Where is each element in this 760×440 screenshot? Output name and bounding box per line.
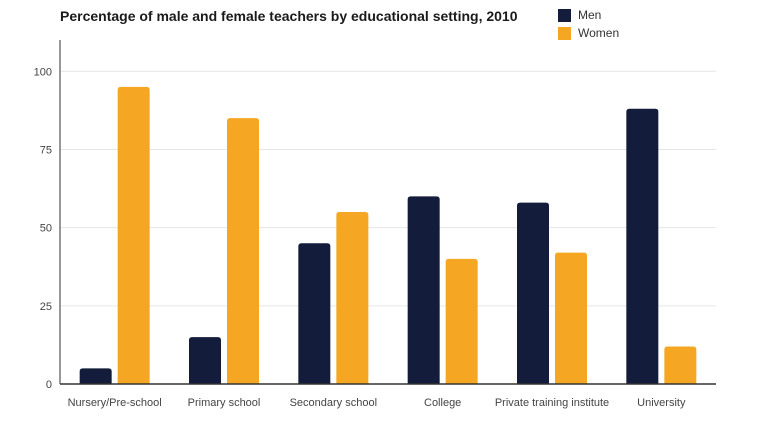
y-tick-label-50: 50 (40, 223, 52, 235)
bar-women-college[interactable] (445, 258, 478, 384)
y-tick-label-75: 75 (40, 144, 52, 156)
x-tick-label-primary-school: Primary school (188, 397, 261, 409)
bar-men-private-training-institute[interactable] (517, 202, 549, 384)
bar-men-college[interactable] (407, 196, 440, 384)
x-tick-label-secondary-school: Secondary school (290, 397, 377, 409)
bar-women-private-training-institute[interactable] (555, 252, 587, 384)
bar-women-university[interactable] (664, 346, 697, 384)
bar-men-secondary-school[interactable] (298, 243, 331, 384)
bar-women-secondary-school[interactable] (336, 212, 369, 384)
chart-title: Percentage of male and female teachers b… (60, 8, 518, 24)
y-axis-ticks: 0 25 50 75 100 (34, 66, 52, 391)
legend-item-women[interactable]: Women (558, 24, 619, 42)
legend-swatch-men (558, 8, 571, 22)
gridlines (60, 70, 716, 307)
x-tick-label-college: College (424, 397, 461, 409)
legend-swatch-women (558, 26, 571, 40)
y-tick-label-25: 25 (40, 301, 52, 313)
bars (79, 86, 697, 385)
bar-men-nursery-pre-school[interactable] (79, 368, 112, 384)
legend-label-women: Women (578, 26, 620, 40)
bar-men-university[interactable] (626, 108, 659, 385)
x-tick-label-nursery-pre-school: Nursery/Pre-school (68, 397, 162, 409)
x-tick-label-university: University (637, 397, 686, 409)
legend-label-men: Men (578, 8, 602, 22)
legend-item-men[interactable]: Men (558, 6, 619, 24)
y-tick-label-0: 0 (46, 379, 52, 391)
y-tick-label-100: 100 (34, 66, 52, 78)
bar-women-nursery-pre-school[interactable] (117, 86, 150, 384)
bar-women-primary-school[interactable] (227, 118, 259, 384)
x-axis-ticks: Nursery/Pre-school Primary school Secondar… (68, 397, 686, 409)
bar-men-primary-school[interactable] (189, 337, 221, 384)
legend: Men Women (558, 6, 619, 42)
x-tick-label-private-training-institute: Private training institute (495, 397, 609, 409)
